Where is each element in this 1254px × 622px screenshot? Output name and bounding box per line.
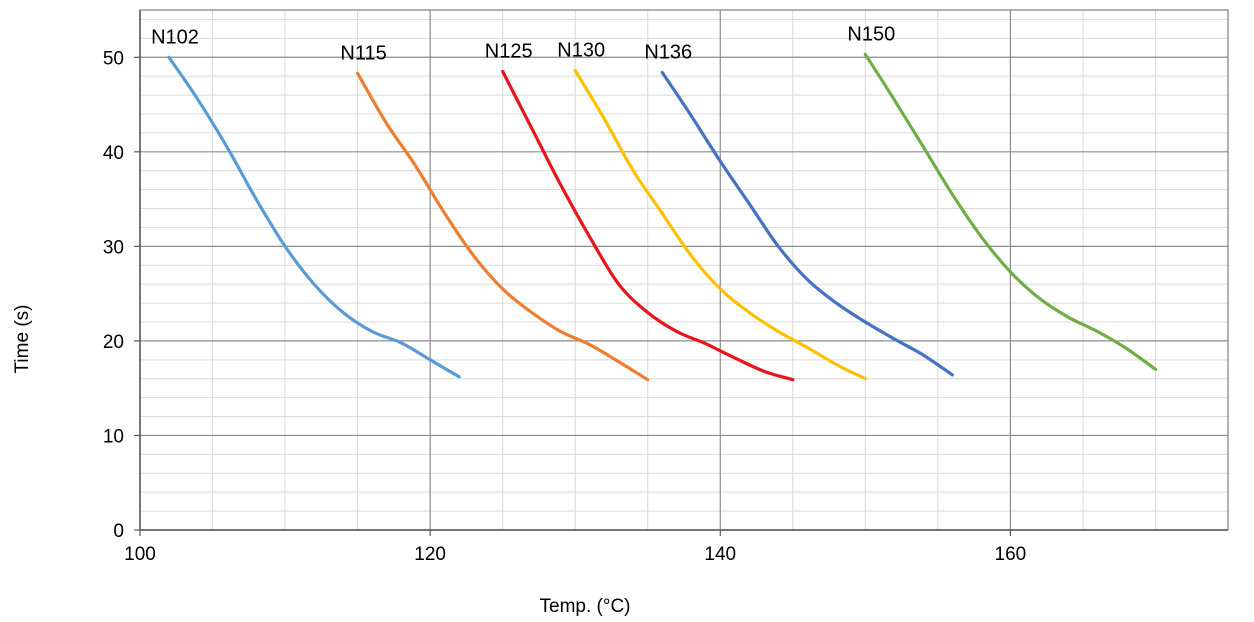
series-label-n125: N125 [485,40,533,62]
series-line-n136 [660,70,954,377]
x-tick-label: 120 [414,544,446,565]
y-tick-label: 0 [113,521,124,542]
series-lines [167,52,1158,382]
x-tick-label: 160 [995,544,1027,565]
series-line-n150 [863,52,1158,371]
y-tick-label: 10 [103,426,124,447]
tick-labels: 100 120 140 160 0 10 20 30 40 50 [103,48,1026,565]
y-tick-label: 30 [103,237,124,258]
series-labels: N102 N115 N125 N130 N136 N150 [151,23,895,64]
x-tick-label: 100 [124,544,156,565]
y-tick-label: 50 [103,48,124,69]
x-tick-label: 140 [704,544,736,565]
series-line-n102 [167,55,461,379]
series-line-n130 [573,68,867,381]
series-label-n130: N130 [557,40,605,62]
series-label-n150: N150 [847,23,895,45]
y-tick-label: 20 [103,332,124,353]
series-line-n115 [356,71,650,382]
series-label-n115: N115 [340,42,386,64]
series-label-n102: N102 [151,26,199,48]
series-label-n136: N136 [644,41,692,63]
axes [139,9,1229,531]
series-line-n125 [501,69,795,382]
y-tick-label: 40 [103,143,124,164]
y-axis-title: Time (s) [12,305,33,374]
x-axis-title: Temp. (°C) [540,596,631,617]
